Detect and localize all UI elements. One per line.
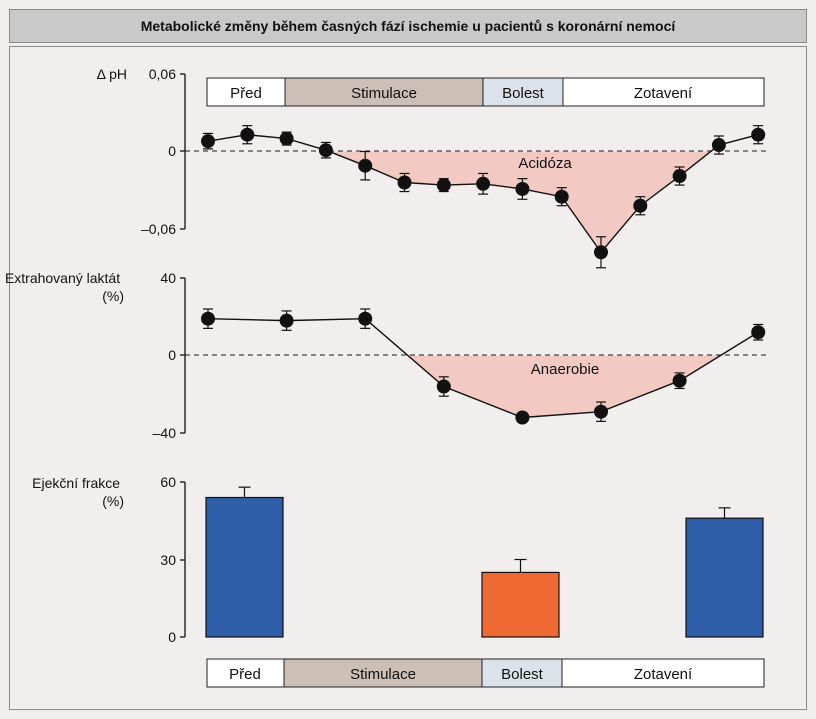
ph-tick-label-bottom: –0,06	[141, 221, 176, 237]
lactate-point	[201, 311, 215, 326]
ph-point	[711, 138, 726, 153]
lactate-point	[515, 410, 530, 425]
phase-band-bottom-bolest	[481, 658, 563, 688]
phase-band-top-pred-label: Před	[230, 85, 262, 102]
panel-ph: 0,06 0 –0,06 Δ pH Acidóza	[97, 66, 770, 269]
phase-band-top-stimulace-label: Stimulace	[351, 85, 417, 102]
ph-point	[515, 181, 530, 196]
phase-band-bottom-stimulace-label: Stimulace	[350, 666, 416, 683]
ph-point	[201, 134, 215, 149]
ph-tick-label-top: 0,06	[149, 66, 176, 82]
panel-ejection-fraction: 60 30 0 Ejekční frakce (%)	[32, 474, 764, 645]
phase-band-bottom-zotaveni-label: Zotavení	[634, 666, 693, 683]
ph-point	[358, 158, 373, 173]
lactate-point	[672, 373, 687, 388]
phase-band-top-stimulace	[284, 77, 484, 107]
figure-title: Metabolické změny během časných fází isc…	[9, 9, 807, 43]
panel-lactate: 40 0 –40 Extrahovaný laktát (%) Anaerobi…	[5, 270, 770, 441]
lactate-point	[436, 379, 451, 394]
ph-point	[240, 127, 255, 142]
phase-band-top-pred	[206, 77, 286, 107]
ef-y-axis-label-line2: (%)	[102, 493, 124, 509]
lactate-series	[201, 308, 766, 425]
ph-point	[672, 169, 687, 184]
lactate-tick-label-top: 40	[160, 270, 176, 286]
phase-band-bottom-bolest-label: Bolest	[501, 666, 544, 683]
lactate-y-axis-label-line2: (%)	[102, 288, 124, 304]
ph-point	[318, 143, 333, 158]
phase-band-bottom-zotaveni	[561, 658, 765, 688]
ph-point	[279, 131, 294, 146]
ph-point	[633, 198, 648, 213]
phase-band-top-bolest	[482, 77, 564, 107]
ef-bars	[205, 486, 764, 638]
ph-point	[751, 127, 766, 142]
lactate-y-axis-label: Extrahovaný laktát (%)	[5, 270, 124, 304]
ph-y-axis-label: Δ pH	[97, 66, 127, 82]
lactate-point	[594, 404, 608, 419]
ph-point	[594, 245, 608, 260]
ph-annotation-acidoza: Acidóza	[518, 155, 572, 172]
ef-bar	[205, 496, 284, 638]
lactate-anaerobie-shade	[407, 355, 721, 418]
ph-point	[436, 178, 451, 193]
phase-band-top: Před Stimulace Bolest Zotavení	[206, 77, 765, 107]
ph-acidosis-shade	[329, 151, 711, 253]
lactate-line	[207, 317, 759, 419]
phase-band-top-bolest-label: Bolest	[502, 85, 545, 102]
lactate-annotation-anaerobie: Anaerobie	[531, 361, 599, 378]
ph-tick-label-mid: 0	[168, 143, 176, 159]
lactate-tick-label-bottom: –40	[153, 425, 177, 441]
ef-tick-label-bottom: 0	[168, 629, 176, 645]
lactate-point	[751, 325, 766, 340]
ph-point	[554, 189, 569, 204]
phase-band-top-zotaveni-label: Zotavení	[634, 85, 693, 102]
ef-tick-label-mid: 30	[160, 552, 176, 568]
figure-frame	[9, 46, 807, 710]
lactate-point	[279, 313, 294, 328]
phase-band-bottom-pred	[206, 658, 285, 688]
ef-bar	[481, 571, 560, 638]
ph-point	[476, 176, 491, 191]
ef-bar	[685, 517, 764, 638]
lactate-y-axis-label-line1: Extrahovaný laktát	[5, 270, 120, 286]
phase-band-bottom: Před Stimulace Bolest Zotavení	[206, 658, 765, 688]
phase-band-bottom-pred-label: Před	[229, 666, 261, 683]
ph-point	[397, 175, 412, 190]
phase-band-top-zotaveni	[562, 77, 765, 107]
ef-tick-label-top: 60	[160, 474, 176, 490]
ef-y-axis-label-line1: Ejekční frakce	[32, 475, 120, 491]
lactate-point	[358, 311, 373, 326]
ef-y-axis-label: Ejekční frakce (%)	[32, 475, 124, 509]
ph-series	[201, 125, 766, 269]
lactate-tick-label-mid: 0	[168, 347, 176, 363]
